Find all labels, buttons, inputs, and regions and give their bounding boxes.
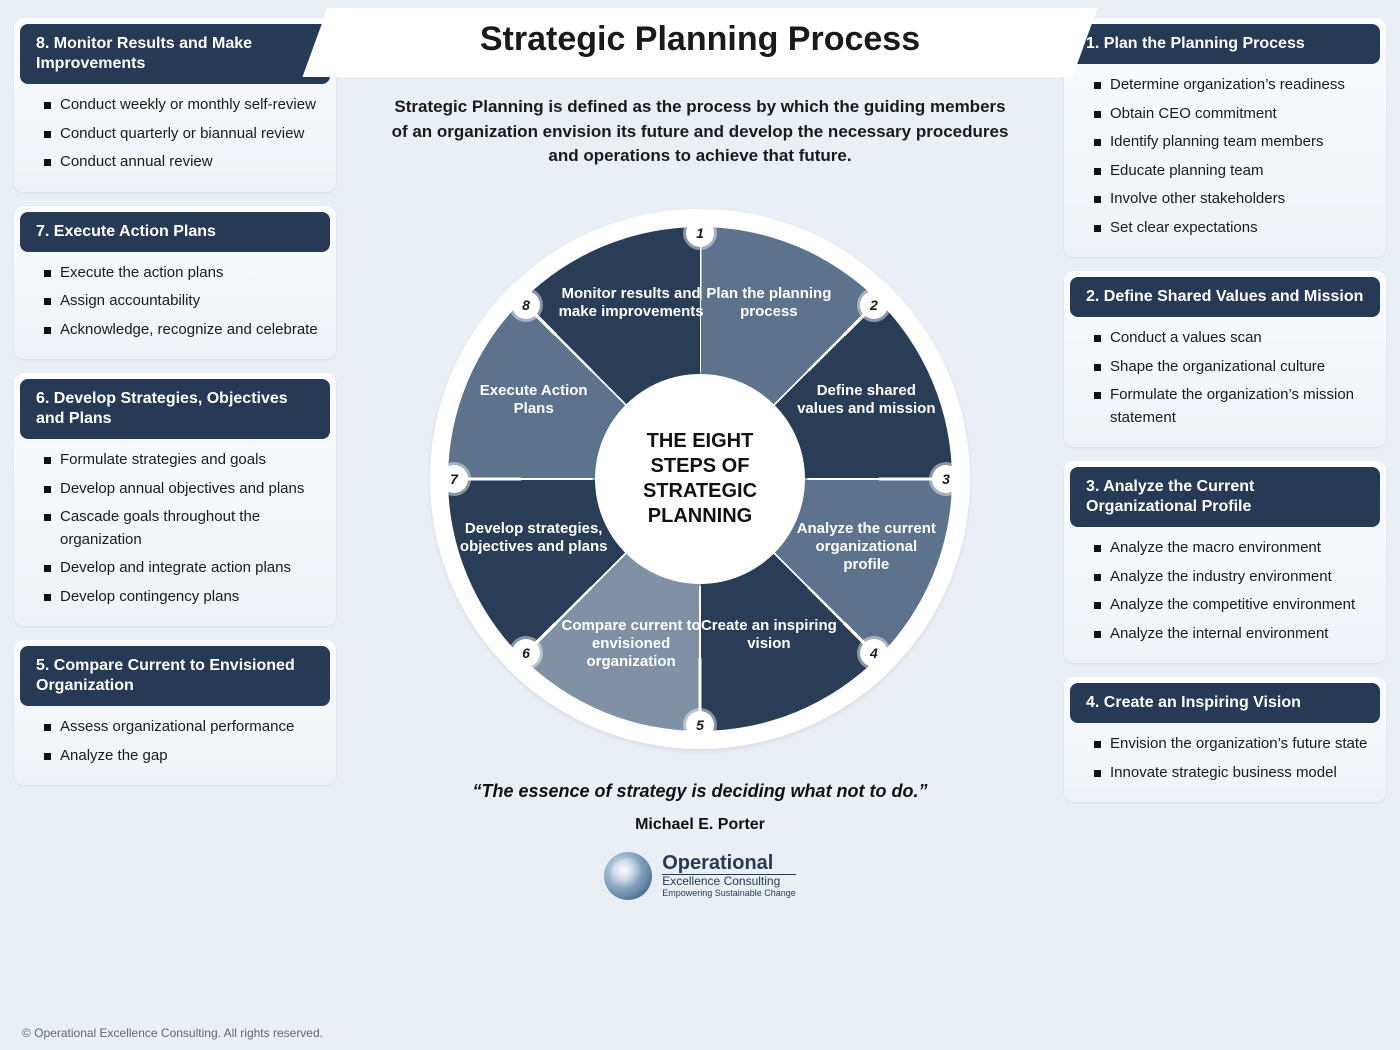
card-list: Assess organizational performance Analyz… — [14, 716, 336, 767]
list-item: Determine organization’s readiness — [1094, 74, 1368, 97]
segment-number-badge: 4 — [860, 639, 888, 667]
list-item: Execute the action plans — [44, 262, 318, 285]
card-list: Envision the organization’s future state… — [1064, 733, 1386, 784]
right-column: 1. Plan the Planning Process Determine o… — [1050, 0, 1400, 1050]
list-item: Develop annual objectives and plans — [44, 478, 318, 501]
globe-icon — [604, 852, 652, 900]
list-item: Cascade goals throughout the organizatio… — [44, 506, 318, 551]
logo-brand: Operational — [662, 853, 796, 875]
card-header: 2. Define Shared Values and Mission — [1070, 277, 1380, 317]
segment-number-badge: 8 — [512, 291, 540, 319]
segment-number-badge: 3 — [932, 465, 960, 493]
card-step-8: 8. Monitor Results and Make Improvements… — [14, 18, 336, 192]
list-item: Analyze the macro environment — [1094, 537, 1368, 560]
card-list: Formulate strategies and goals Develop a… — [14, 449, 336, 608]
logo: Operational Excellence Consulting Empowe… — [604, 852, 796, 900]
quote-text: “The essence of strategy is deciding wha… — [472, 781, 927, 802]
segment-number-badge: 7 — [440, 465, 468, 493]
segment-number-badge: 6 — [512, 639, 540, 667]
card-step-6: 6. Develop Strategies, Objectives and Pl… — [14, 373, 336, 626]
card-header: 4. Create an Inspiring Vision — [1070, 683, 1380, 723]
list-item: Formulate the organization’s mission sta… — [1094, 384, 1368, 429]
segment-number-badge: 2 — [860, 291, 888, 319]
list-item: Involve other stakeholders — [1094, 188, 1368, 211]
cycle-diagram: THE EIGHT STEPS OF STRATEGIC PLANNING Pl… — [420, 199, 980, 759]
logo-sub1: Excellence Consulting — [662, 875, 796, 888]
card-step-7: 7. Execute Action Plans Execute the acti… — [14, 206, 336, 360]
card-list: Conduct weekly or monthly self-review Co… — [14, 94, 336, 174]
definition-text: Strategic Planning is defined as the pro… — [390, 95, 1010, 169]
card-header: 8. Monitor Results and Make Improvements — [20, 24, 330, 84]
quote-author: Michael E. Porter — [635, 816, 765, 834]
list-item: Innovate strategic business model — [1094, 762, 1368, 785]
list-item: Educate planning team — [1094, 160, 1368, 183]
list-item: Develop contingency plans — [44, 586, 318, 609]
logo-text: Operational Excellence Consulting Empowe… — [662, 853, 796, 898]
list-item: Formulate strategies and goals — [44, 449, 318, 472]
segment-number-badge: 5 — [686, 711, 714, 739]
card-header: 5. Compare Current to Envisioned Organiz… — [20, 646, 330, 706]
card-header: 3. Analyze the Current Organizational Pr… — [1070, 467, 1380, 527]
hub-label: THE EIGHT STEPS OF STRATEGIC PLANNING — [595, 374, 805, 584]
copyright: © Operational Excellence Consulting. All… — [22, 1026, 323, 1040]
left-column: 8. Monitor Results and Make Improvements… — [0, 0, 350, 1050]
segment-number-badge: 1 — [686, 219, 714, 247]
card-step-2: 2. Define Shared Values and Mission Cond… — [1064, 271, 1386, 447]
center-column: Strategic Planning Process Strategic Pla… — [350, 0, 1050, 1050]
title-banner: Strategic Planning Process — [368, 14, 1032, 69]
list-item: Develop and integrate action plans — [44, 557, 318, 580]
card-list: Conduct a values scan Shape the organiza… — [1064, 327, 1386, 429]
card-header: 6. Develop Strategies, Objectives and Pl… — [20, 379, 330, 439]
list-item: Conduct quarterly or biannual review — [44, 123, 318, 146]
list-item: Analyze the gap — [44, 745, 318, 768]
card-step-4: 4. Create an Inspiring Vision Envision t… — [1064, 677, 1386, 802]
logo-sub2: Empowering Sustainable Change — [662, 889, 796, 899]
list-item: Acknowledge, recognize and celebrate — [44, 319, 318, 342]
page: 8. Monitor Results and Make Improvements… — [0, 0, 1400, 1050]
card-step-1: 1. Plan the Planning Process Determine o… — [1064, 18, 1386, 257]
list-item: Conduct weekly or monthly self-review — [44, 94, 318, 117]
card-step-3: 3. Analyze the Current Organizational Pr… — [1064, 461, 1386, 663]
card-list: Execute the action plans Assign accounta… — [14, 262, 336, 342]
list-item: Conduct a values scan — [1094, 327, 1368, 350]
list-item: Set clear expectations — [1094, 217, 1368, 240]
list-item: Analyze the competitive environment — [1094, 594, 1368, 617]
card-list: Determine organization’s readiness Obtai… — [1064, 74, 1386, 239]
card-step-5: 5. Compare Current to Envisioned Organiz… — [14, 640, 336, 785]
card-header: 7. Execute Action Plans — [20, 212, 330, 252]
list-item: Analyze the industry environment — [1094, 566, 1368, 589]
list-item: Envision the organization’s future state — [1094, 733, 1368, 756]
page-title: Strategic Planning Process — [368, 14, 1032, 69]
list-item: Identify planning team members — [1094, 131, 1368, 154]
list-item: Analyze the internal environment — [1094, 623, 1368, 646]
list-item: Conduct annual review — [44, 151, 318, 174]
list-item: Assign accountability — [44, 290, 318, 313]
card-header: 1. Plan the Planning Process — [1070, 24, 1380, 64]
card-list: Analyze the macro environment Analyze th… — [1064, 537, 1386, 645]
list-item: Assess organizational performance — [44, 716, 318, 739]
list-item: Obtain CEO commitment — [1094, 103, 1368, 126]
list-item: Shape the organizational culture — [1094, 356, 1368, 379]
